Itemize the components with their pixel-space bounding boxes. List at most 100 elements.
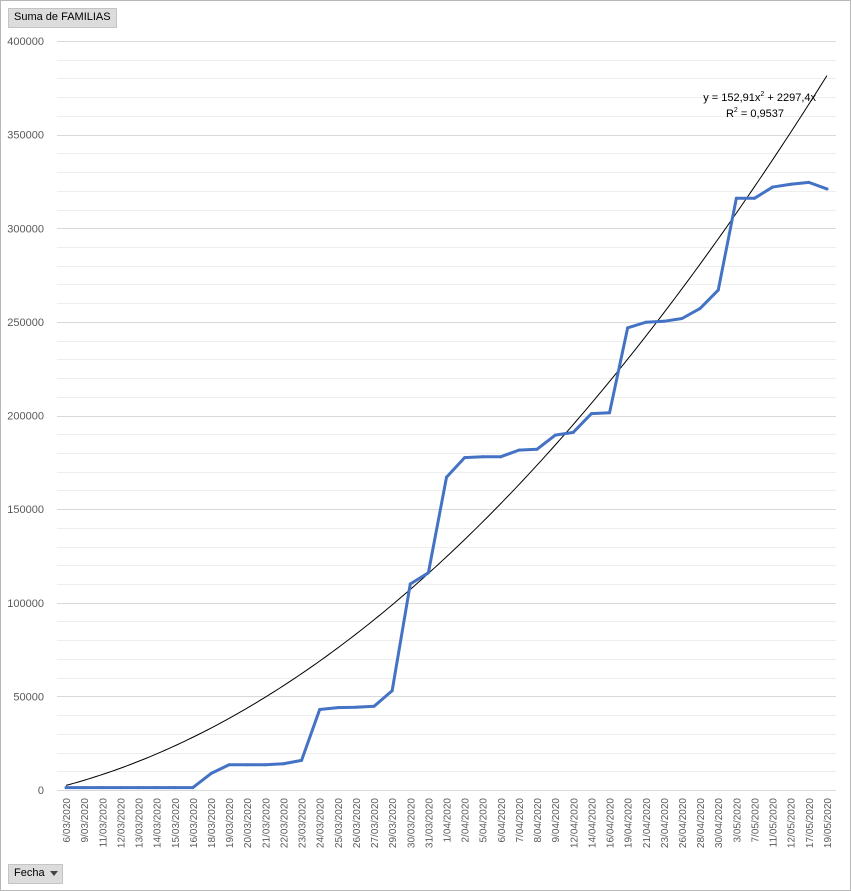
x-tick-label: 20/03/2020 — [243, 798, 254, 848]
data-point — [64, 786, 68, 790]
x-tick-label: 11/03/2020 — [98, 798, 109, 848]
data-point — [517, 448, 521, 452]
data-point — [789, 182, 793, 186]
x-tick-label: 9/04/2020 — [551, 798, 562, 843]
x-tick-label: 7/05/2020 — [750, 798, 761, 843]
data-point — [589, 412, 593, 416]
x-tick-label: 16/04/2020 — [606, 798, 617, 848]
y-tick-label: 300000 — [7, 223, 44, 235]
y-tick-label: 100000 — [7, 598, 44, 610]
data-point — [662, 319, 666, 323]
data-point — [100, 786, 104, 790]
data-point — [825, 187, 829, 191]
x-tick-label: 26/03/2020 — [352, 798, 363, 848]
data-point — [644, 320, 648, 324]
data-point — [426, 571, 430, 575]
data-point — [227, 763, 231, 767]
data-point — [680, 317, 684, 320]
x-tick-label: 14/04/2020 — [587, 798, 598, 848]
data-point — [752, 196, 756, 200]
trendline-r-squared: R2 = 0,9537 — [726, 107, 784, 120]
data-point — [716, 288, 720, 292]
x-tick-label: 6/03/2020 — [62, 798, 73, 843]
x-tick-label: 12/05/2020 — [787, 798, 798, 848]
y-tick-label: 0 — [38, 785, 44, 797]
axis-field-label: Fecha — [14, 867, 45, 879]
data-point — [191, 786, 195, 790]
data-point — [281, 762, 285, 766]
data-point — [245, 763, 249, 767]
data-point — [118, 786, 122, 790]
x-tick-label: 23/03/2020 — [298, 798, 309, 848]
trendline — [65, 75, 828, 786]
y-tick-label: 350000 — [7, 130, 44, 142]
data-point — [300, 758, 304, 762]
y-tick-label: 50000 — [13, 691, 44, 703]
data-point — [82, 786, 86, 790]
data-point — [463, 456, 467, 460]
x-tick-label: 21/04/2020 — [642, 798, 653, 848]
x-tick-label: 11/05/2020 — [769, 798, 780, 848]
trendline-equation: y = 152,91x2 + 2297,4x — [703, 91, 816, 104]
plot-series — [64, 75, 829, 790]
x-tick-label: 18/03/2020 — [207, 798, 218, 848]
x-tick-label: 28/04/2020 — [696, 798, 707, 848]
y-tick-label: 200000 — [7, 411, 44, 423]
data-point — [390, 689, 394, 693]
x-tick-label: 26/04/2020 — [678, 798, 689, 848]
x-tick-label: 30/03/2020 — [406, 798, 417, 848]
y-axis-tick-labels: 0 50000 100000 150000 200000 250000 300000 3500… — [7, 36, 44, 797]
data-point — [535, 447, 539, 451]
x-tick-label: 19/03/2020 — [225, 798, 236, 848]
x-tick-label: 21/03/2020 — [261, 798, 272, 848]
x-tick-label: 24/03/2020 — [316, 798, 327, 848]
x-tick-label: 31/03/2020 — [424, 798, 435, 848]
x-tick-label: 14/03/2020 — [153, 798, 164, 848]
x-tick-label: 5/04/2020 — [479, 798, 490, 843]
data-point — [408, 582, 412, 586]
data-point — [698, 306, 702, 310]
data-point — [263, 763, 267, 767]
y-tick-label: 250000 — [7, 317, 44, 329]
data-point — [336, 706, 340, 710]
data-point — [445, 475, 448, 479]
x-tick-label: 22/03/2020 — [279, 798, 290, 848]
x-tick-label: 3/05/2020 — [732, 798, 743, 843]
gridlines — [57, 41, 836, 791]
x-tick-label: 7/04/2020 — [515, 798, 526, 843]
x-tick-label: 29/03/2020 — [388, 798, 399, 848]
x-tick-label: 23/04/2020 — [660, 798, 671, 848]
data-point — [481, 455, 485, 459]
x-axis-tick-labels: 6/03/2020 9/03/2020 11/03/2020 12/03/2020 13… — [62, 798, 834, 848]
x-tick-label: 17/05/2020 — [805, 798, 816, 848]
data-point — [155, 786, 159, 790]
x-tick-label: 19/04/2020 — [624, 798, 635, 848]
axis-field-button[interactable]: Fecha — [8, 864, 63, 884]
data-point — [173, 786, 177, 790]
data-point — [807, 180, 811, 184]
data-point — [553, 433, 557, 437]
data-point — [499, 455, 503, 459]
x-tick-label: 8/04/2020 — [533, 798, 544, 843]
x-tick-label: 25/03/2020 — [334, 798, 345, 848]
x-tick-label: 30/04/2020 — [714, 798, 725, 848]
data-point — [354, 705, 358, 709]
data-point — [137, 786, 141, 790]
x-tick-label: 15/03/2020 — [171, 798, 182, 848]
x-tick-label: 19/05/2020 — [823, 798, 834, 848]
values-field-button[interactable]: Suma de FAMILIAS — [8, 8, 117, 28]
data-point — [318, 707, 322, 711]
data-point — [608, 411, 612, 415]
data-point — [626, 326, 630, 330]
data-point — [571, 430, 575, 434]
x-tick-label: 9/03/2020 — [80, 798, 91, 843]
x-tick-label: 13/03/2020 — [135, 798, 146, 848]
x-tick-label: 12/03/2020 — [116, 798, 127, 848]
values-field-label: Suma de FAMILIAS — [14, 11, 111, 23]
dropdown-arrow-icon — [49, 870, 58, 876]
data-point — [209, 772, 213, 776]
x-tick-label: 6/04/2020 — [497, 798, 508, 843]
y-tick-label: 150000 — [7, 504, 44, 516]
